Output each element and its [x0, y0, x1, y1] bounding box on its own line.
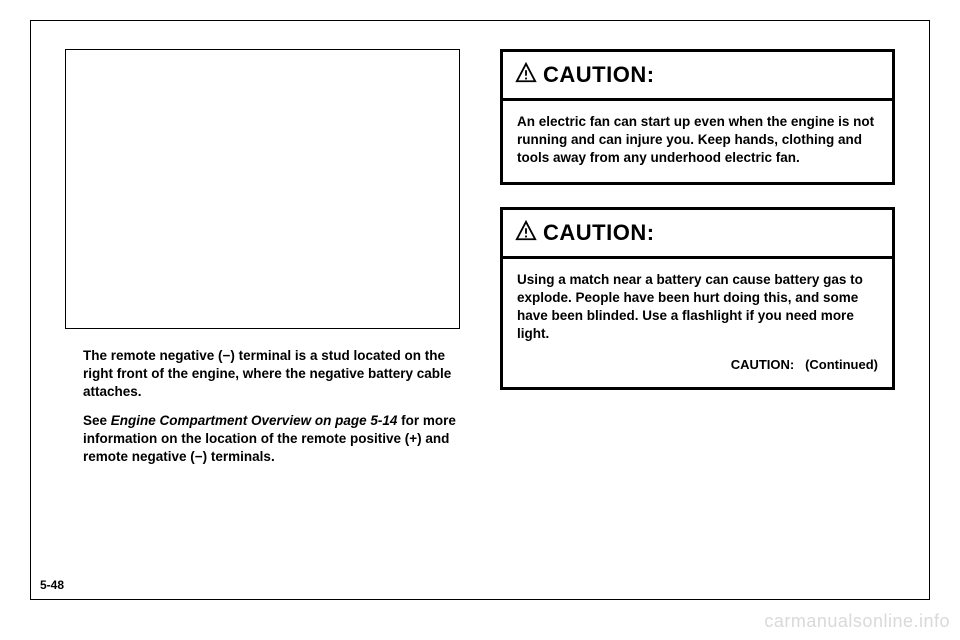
caution-label: CAUTION: — [543, 62, 655, 88]
caution-header: CAUTION: — [503, 210, 892, 259]
caution-body: Using a match near a battery can cause b… — [503, 259, 892, 387]
paragraph-remote-negative: The remote negative (−) terminal is a st… — [83, 347, 460, 402]
caution-box-fan: CAUTION: An electric fan can start up ev… — [500, 49, 895, 185]
text-lead: See — [83, 413, 111, 428]
caution-continued-label: CAUTION: — [731, 357, 795, 372]
illustration-placeholder — [65, 49, 460, 329]
page-frame: The remote negative (−) terminal is a st… — [30, 20, 930, 600]
right-column: CAUTION: An electric fan can start up ev… — [500, 49, 895, 579]
caution-continued-text: (Continued) — [805, 357, 878, 372]
caution-header: CAUTION: — [503, 52, 892, 101]
caution-box-battery: CAUTION: Using a match near a battery ca… — [500, 207, 895, 390]
reference-link: Engine Compartment Overview on page 5-14 — [111, 413, 398, 428]
watermark: carmanualsonline.info — [764, 611, 950, 632]
warning-icon — [515, 220, 537, 246]
text: The remote negative (−) terminal is a st… — [83, 348, 451, 399]
warning-icon — [515, 62, 537, 88]
caution-body-text: An electric fan can start up even when t… — [503, 101, 892, 182]
caution-continued: CAUTION: (Continued) — [517, 356, 878, 374]
left-column: The remote negative (−) terminal is a st… — [65, 49, 460, 579]
paragraph-see-reference: See Engine Compartment Overview on page … — [83, 412, 460, 467]
page-number: 5-48 — [40, 578, 64, 592]
caution-label: CAUTION: — [543, 220, 655, 246]
caution-body-text: Using a match near a battery can cause b… — [517, 272, 863, 342]
